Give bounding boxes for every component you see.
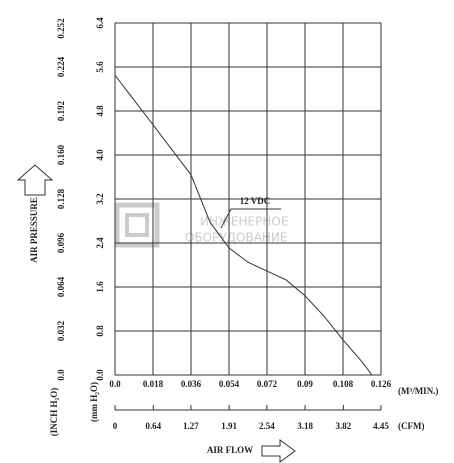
y2-tick-label: 0.096 [56,232,66,253]
x-axis-title: AIR FLOW [207,445,253,455]
y-tick-label: 1.6 [95,281,105,293]
y2-tick-label: 0.128 [56,188,66,209]
y-tick-label: 6.4 [95,17,105,29]
x2-tick-label: 3.18 [297,421,313,431]
x2-unit: (CFM) [398,421,425,431]
x-tick-label: 0.054 [219,379,240,389]
watermark-logo [125,213,149,237]
y-tick-label: 5.6 [95,61,105,73]
y2-tick-label: 0.064 [56,276,66,297]
up-arrow [16,164,54,196]
y2-tick-label: 0.224 [56,56,66,77]
y-tick-label: 4.0 [95,149,105,161]
y-tick-label: 3.2 [95,193,105,205]
y-tick-label: 0.0 [95,369,105,381]
x-tick-label: 0.0 [109,379,121,389]
y-axis-title: AIR PRESSURE [29,197,39,263]
x-tick-label: 0.126 [371,379,392,389]
y-tick-label: 2.4 [95,237,105,249]
x-unit: (M³/MIN.) [398,386,438,396]
y2-tick-label: 0.032 [56,320,66,341]
x2-tick-label: 1.27 [183,421,199,431]
x-tick-label: 0.108 [333,379,354,389]
y-unit: (mm H₂O) [89,382,99,422]
x2-tick-label: 4.45 [373,421,389,431]
x2-tick-label: 0.64 [145,421,161,431]
x2-tick-label: 0 [113,421,118,431]
curve [114,74,373,376]
watermark-logo [114,202,160,248]
y-tick-label: 4.8 [95,105,105,117]
x2-tick-label: 3.82 [335,421,351,431]
x-tick-label: 0.036 [181,379,202,389]
y2-tick-label: 0.192 [56,100,66,121]
y2-unit: (INCH H₂O) [49,388,59,436]
y2-tick-label: 0.160 [56,144,66,165]
x2-tick-label: 1.91 [221,421,237,431]
watermark: ОБОРУДОВАНИЕ [185,231,288,245]
x-tick-label: 0.018 [143,379,164,389]
x2-tick-label: 2.54 [259,421,275,431]
x-tick-label: 0.072 [257,379,278,389]
y2-tick-label: 0.0 [56,369,66,381]
series-label: 12 VDC [240,196,271,206]
leader-line [220,208,232,229]
right-arrow [261,439,296,463]
y2-tick-label: 0.252 [56,18,66,39]
x-tick-label: 0.09 [297,379,313,389]
y-tick-label: 0.8 [95,325,105,337]
